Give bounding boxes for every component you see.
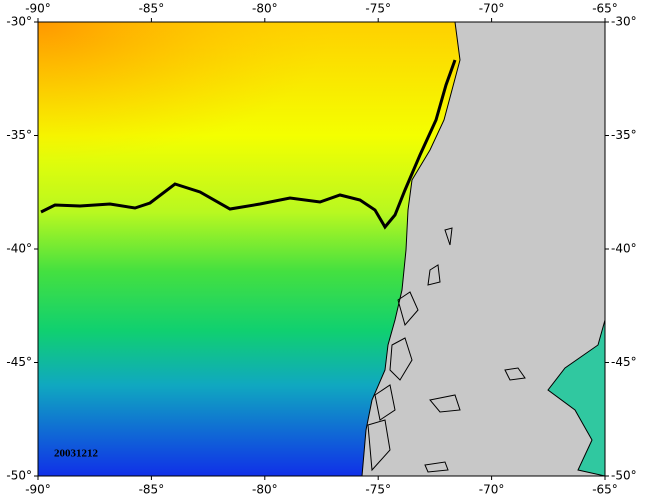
x-tick-label: -85° <box>139 2 165 16</box>
warm-water <box>38 22 458 222</box>
y-tick-label: -30° <box>611 15 637 29</box>
y-tick-label: -35° <box>6 128 32 142</box>
x-tick-label: -65° <box>592 483 618 497</box>
x-tick-label: -80° <box>252 2 278 16</box>
x-tick-label: -85° <box>139 483 165 497</box>
y-tick-label: -40° <box>6 242 32 256</box>
x-tick-label: -75° <box>365 2 391 16</box>
x-tick-label: -90° <box>25 2 51 16</box>
y-tick-label: -45° <box>6 355 32 369</box>
y-tick-label: -30° <box>6 15 32 29</box>
x-tick-label: -65° <box>592 2 618 16</box>
x-tick-label: -75° <box>365 483 391 497</box>
y-tick-label: -45° <box>611 355 637 369</box>
x-tick-label: -80° <box>252 483 278 497</box>
islands <box>367 227 526 473</box>
y-tick-label: -50° <box>611 469 637 483</box>
date-label: 20031212 <box>54 448 99 460</box>
x-tick-label: -70° <box>479 483 505 497</box>
map-field <box>38 22 605 476</box>
y-tick-label: -50° <box>6 469 32 483</box>
x-tick-label: -70° <box>479 2 505 16</box>
y-tick-label: -35° <box>611 128 637 142</box>
contour-line <box>40 59 457 230</box>
atlantic-sea <box>547 319 605 476</box>
land <box>361 22 605 476</box>
y-tick-label: -40° <box>611 242 637 256</box>
x-tick-label: -90° <box>25 483 51 497</box>
